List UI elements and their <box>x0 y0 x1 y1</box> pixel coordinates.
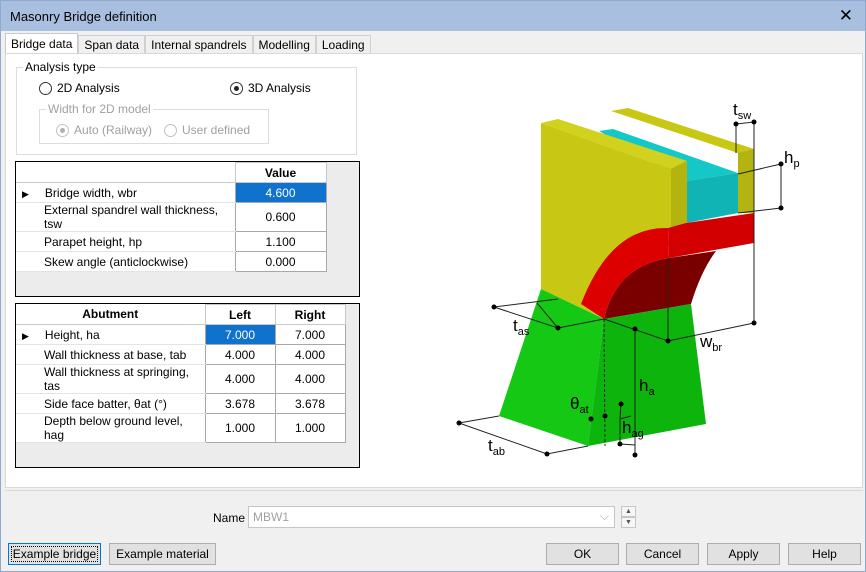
analysis-type-group: Analysis type <box>16 60 357 155</box>
arch-ring <box>581 227 669 319</box>
spin-down-icon[interactable]: ▼ <box>621 517 636 528</box>
radio-label: Auto (Railway) <box>74 123 153 137</box>
row-label: Height, ha <box>44 327 100 342</box>
radio-2d-analysis[interactable]: 2D Analysis <box>39 81 120 95</box>
row-label: Parapet height, hp <box>16 231 235 252</box>
radio-button[interactable] <box>230 81 243 95</box>
left-wall-face <box>541 123 671 319</box>
help-button[interactable]: Help <box>788 543 861 565</box>
row-label: Wall thickness at springing, tas <box>16 364 205 394</box>
example-material-button[interactable]: Example material <box>109 543 216 565</box>
row-label: Depth below ground level, hag <box>16 413 205 443</box>
dimension-points <box>456 119 784 458</box>
row-label: Side face batter, θat (°) <box>16 393 205 414</box>
name-combobox[interactable]: MBW1 ⌵ <box>248 506 615 528</box>
abutment-side <box>588 304 706 446</box>
deck <box>668 213 754 258</box>
radio-button[interactable] <box>56 123 69 137</box>
radio-label: User defined <box>182 123 251 137</box>
table-row[interactable]: Side face batter, θat (°) 3.678 3.678 <box>16 393 346 414</box>
row-label: Skew angle (anticlockwise) <box>16 251 235 272</box>
fill-front <box>686 173 738 223</box>
tab-bridge-data[interactable]: Bridge data <box>5 33 79 54</box>
back-wall-end <box>738 149 754 213</box>
right-cell[interactable]: 1.000 <box>274 413 346 443</box>
table-row[interactable]: Depth below ground level, hag 1.000 1.000 <box>16 413 346 443</box>
abutment-grid: Abutment Left Right ▶ Height, ha 7.000 7.000 … <box>15 303 360 468</box>
tab-internal-spandrels[interactable]: Internal spandrels <box>145 35 253 54</box>
row-indicator-icon: ▶ <box>22 188 29 199</box>
spin-up-icon[interactable]: ▲ <box>621 506 636 517</box>
table-row[interactable]: Parapet height, hp 1.100 <box>16 231 327 252</box>
value-cell[interactable]: 0.000 <box>234 251 327 272</box>
radio-button[interactable] <box>164 123 177 137</box>
radio-label: 2D Analysis <box>57 81 120 95</box>
table-row[interactable]: Wall thickness at base, tab 4.000 4.000 <box>16 344 346 365</box>
row-label: Wall thickness at base, tab <box>16 344 205 365</box>
radio-button[interactable] <box>39 81 52 95</box>
right-cell[interactable]: 3.678 <box>274 393 346 414</box>
right-cell[interactable]: 4.000 <box>274 364 346 394</box>
window-title: Masonry Bridge definition <box>10 9 157 24</box>
radio-label: 3D Analysis <box>248 81 311 95</box>
tab-loading[interactable]: Loading <box>315 35 371 54</box>
label-tas: tas <box>513 316 530 338</box>
label-tsw: tsw <box>733 100 751 122</box>
tab-bar: Bridge data Span data Internal spandrels… <box>5 33 371 54</box>
ok-button[interactable]: OK <box>546 543 619 565</box>
name-spinner[interactable]: ▲ ▼ <box>621 506 636 528</box>
label-theta-at: θat <box>570 394 589 416</box>
radio-3d-analysis[interactable]: 3D Analysis <box>230 81 311 95</box>
tab-page: Analysis type 2D Analysis 3D Analysis Wi… <box>5 53 863 488</box>
label-hp: hp <box>784 148 800 170</box>
label-tab: tab <box>488 436 505 458</box>
value-cell[interactable]: 1.100 <box>234 231 327 252</box>
bridge-diagram: tsw hp tas wbr ha θat hag tab <box>456 100 800 458</box>
table-row[interactable]: Wall thickness at springing, tas 4.000 4.0… <box>16 364 346 394</box>
close-icon[interactable]: ✕ <box>838 6 853 25</box>
left-wall-top <box>541 119 687 169</box>
example-bridge-button[interactable]: Example bridge <box>8 543 101 565</box>
radio-user-defined[interactable]: User defined <box>164 123 250 137</box>
tab-modelling[interactable]: Modelling <box>252 35 316 54</box>
apply-button[interactable]: Apply <box>707 543 780 565</box>
label-ha: ha <box>639 376 655 398</box>
row-label: External spandrel wall thickness, tsw <box>16 202 235 232</box>
left-wall-end <box>671 161 687 228</box>
analysis-type-legend: Analysis type <box>25 60 96 74</box>
row-label: Bridge width, wbr <box>44 185 137 200</box>
name-label: Name <box>213 511 246 525</box>
abutment-front <box>499 289 604 446</box>
table-row[interactable]: External spandrel wall thickness, tsw 0.6… <box>16 202 327 232</box>
radio-auto-railway[interactable]: Auto (Railway) <box>56 123 152 137</box>
row-indicator-icon: ▶ <box>22 330 29 341</box>
label-wbr: wbr <box>699 332 722 354</box>
name-value: MBW1 <box>253 510 289 524</box>
arch-intrados <box>604 251 716 319</box>
label-hag: hag <box>622 418 644 440</box>
left-cell[interactable]: 1.000 <box>204 413 276 443</box>
width-2d-group: Width for 2D model <box>39 102 269 144</box>
width-2d-legend: Width for 2D model <box>48 102 151 116</box>
value-cell[interactable]: 4.600 <box>234 182 327 203</box>
bridge-data-grid: Value ▶ Bridge width, wbr 4.600 External s… <box>15 161 360 297</box>
tab-span-data[interactable]: Span data <box>78 35 146 54</box>
left-cell[interactable]: 4.000 <box>204 364 276 394</box>
divider <box>5 490 863 491</box>
table-row[interactable]: Skew angle (anticlockwise) 0.000 <box>16 251 327 272</box>
title-bar: Masonry Bridge definition ✕ <box>1 1 865 31</box>
cancel-button[interactable]: Cancel <box>626 543 699 565</box>
batter-reference-line <box>603 318 606 447</box>
chevron-down-icon[interactable]: ⌵ <box>599 509 609 523</box>
table-row[interactable]: ▶ Bridge width, wbr 4.600 <box>16 182 327 203</box>
